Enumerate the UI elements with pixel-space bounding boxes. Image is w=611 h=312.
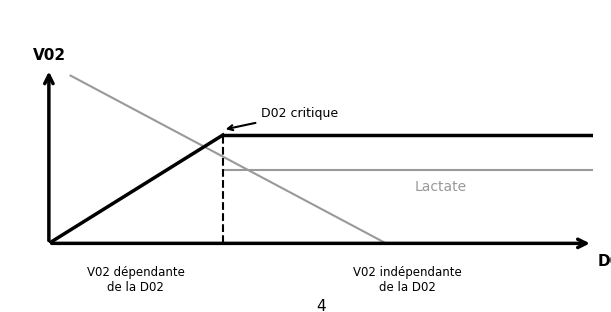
Text: V02 dépendante
de la D02: V02 dépendante de la D02 xyxy=(87,266,185,294)
Text: V02 indépendante
de la D02: V02 indépendante de la D02 xyxy=(353,266,462,294)
Text: V02: V02 xyxy=(32,48,66,63)
Text: D02 critique: D02 critique xyxy=(228,107,338,130)
Text: D02: D02 xyxy=(598,254,611,269)
Text: Lactate: Lactate xyxy=(414,180,466,194)
Text: 4: 4 xyxy=(316,299,326,312)
